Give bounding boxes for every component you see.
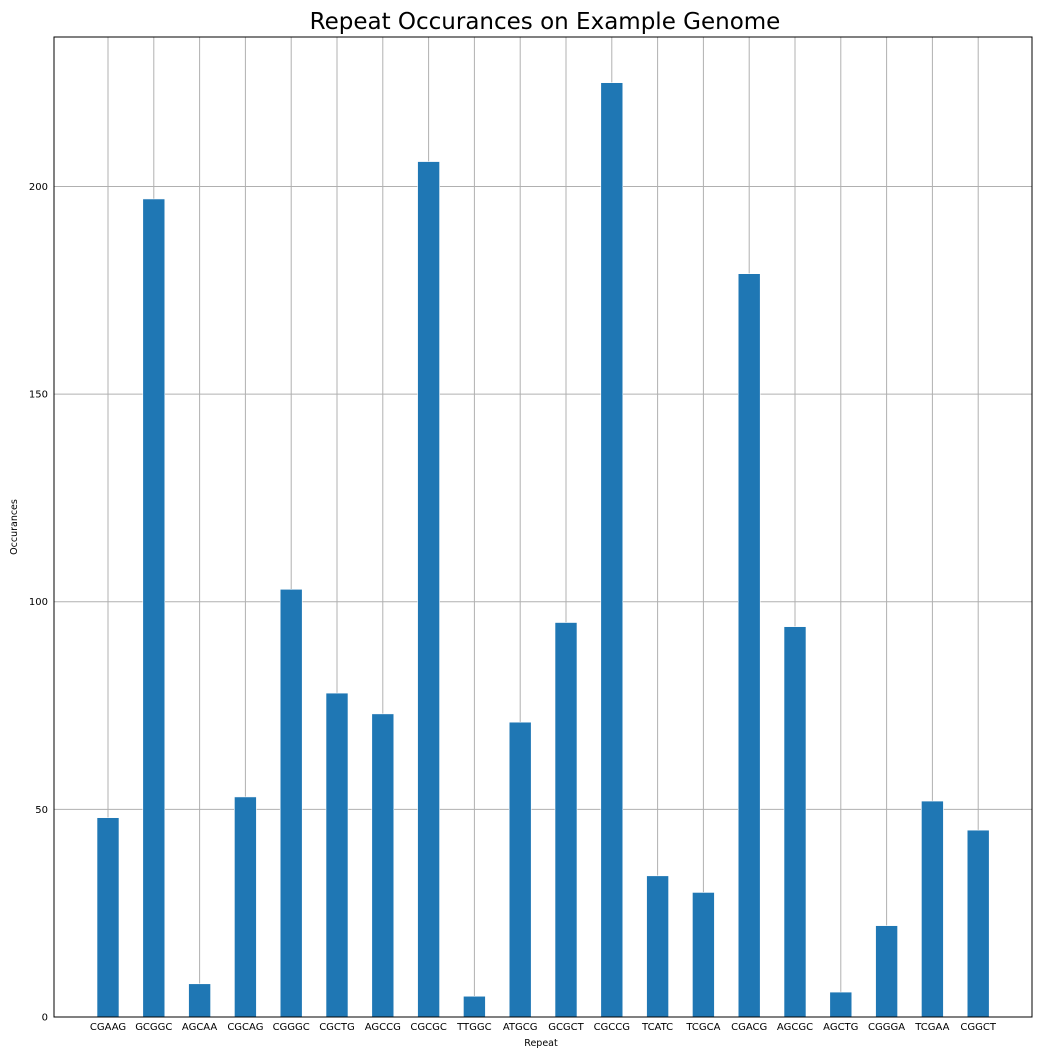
bar (371, 713, 395, 1018)
bar (646, 875, 669, 1018)
chart-title: Repeat Occurances on Example Genome (310, 9, 781, 35)
x-tick-label: CGGGC (273, 1022, 310, 1033)
bar (325, 692, 349, 1018)
bar (783, 626, 807, 1018)
bar (188, 983, 211, 1018)
bar (417, 161, 440, 1018)
bar (279, 588, 303, 1018)
x-tick-label: AGCGC (777, 1022, 813, 1033)
y-tick-label: 100 (29, 597, 48, 608)
x-tick-label: GCGGC (135, 1022, 172, 1033)
bar (600, 82, 624, 1018)
x-tick-label: CGACG (731, 1022, 767, 1033)
bar (692, 892, 715, 1018)
x-axis-label: Repeat (524, 1038, 558, 1049)
x-tick-label: TTGGC (456, 1022, 492, 1033)
x-axis: CGAAG GCGGC AGCAA CGCAG CGGGC CGCTG AGCCG CGCGC… (90, 1022, 997, 1033)
x-tick-label: TCATC (641, 1022, 673, 1033)
y-tick-label: 150 (29, 390, 48, 401)
x-tick-label: TCGCA (685, 1022, 720, 1033)
x-tick-label: CGGGA (868, 1022, 905, 1033)
bar (463, 995, 486, 1018)
bar (508, 721, 532, 1018)
bar (875, 925, 898, 1018)
y-tick-label: 50 (35, 805, 48, 816)
bar (829, 991, 853, 1018)
bar (96, 817, 120, 1018)
plot-frame (53, 36, 1033, 1018)
x-tick-label: CGCAG (227, 1022, 263, 1033)
y-tick-label: 200 (29, 182, 48, 193)
grid (54, 37, 1032, 1018)
y-tick-label: 0 (42, 1013, 48, 1024)
x-tick-label: CGGCT (960, 1022, 996, 1033)
x-tick-label: CGCCG (594, 1022, 630, 1033)
y-axis: 0 50 100 150 200 (29, 182, 48, 1024)
bar (737, 273, 761, 1018)
x-tick-label: CGAAG (90, 1022, 126, 1033)
x-tick-label: AGCTG (823, 1022, 858, 1033)
x-tick-label: CGCTG (319, 1022, 355, 1033)
bars (96, 82, 990, 1018)
y-axis-label: Occurances (9, 499, 20, 555)
x-tick-label: AGCCG (365, 1022, 401, 1033)
x-tick-label: CGCGC (410, 1022, 446, 1033)
x-tick-label: GCGCT (548, 1022, 584, 1033)
bar (966, 829, 990, 1018)
x-tick-label: TCGAA (914, 1022, 949, 1033)
bar (921, 800, 944, 1018)
bar (554, 622, 578, 1018)
bar (234, 796, 257, 1018)
x-tick-label: AGCAA (182, 1022, 218, 1033)
bar (142, 198, 166, 1018)
x-tick-label: ATGCG (503, 1022, 538, 1033)
